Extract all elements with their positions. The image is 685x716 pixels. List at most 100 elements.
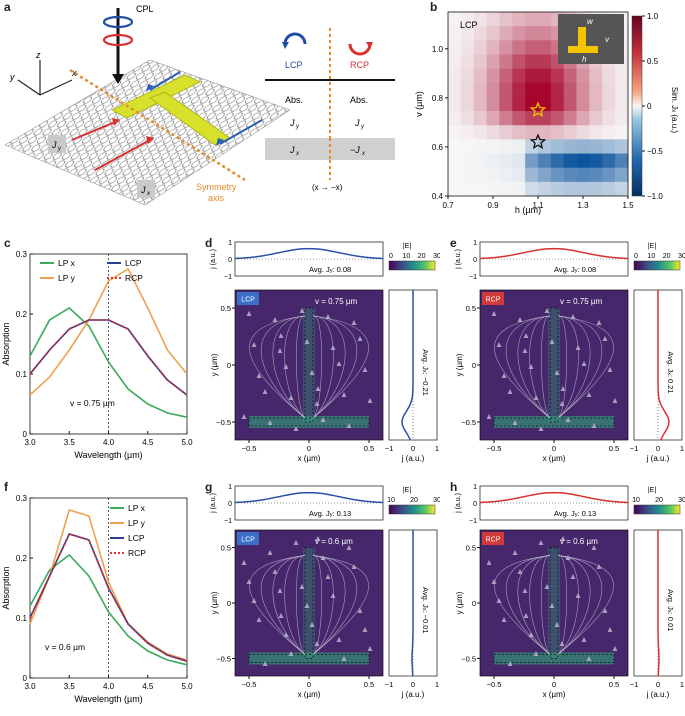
field-arrow-icon (251, 342, 257, 347)
b-xtick: 0.7 (442, 201, 454, 210)
t-vertical-glow (548, 308, 560, 422)
field-ytick: 0.5 (466, 304, 476, 313)
svg-text:x: x (146, 191, 151, 197)
b-ytick: 0.8 (432, 94, 444, 103)
heatmap-cell (473, 153, 487, 168)
field-arrow-icon (272, 569, 278, 574)
heatmap-cell (460, 125, 475, 140)
e-cbar-title: |E| (648, 487, 656, 494)
heatmap-cell (499, 153, 513, 168)
panel-label-a: a (4, 0, 11, 14)
streamline (557, 555, 614, 655)
v-value-text: v = 0.75 µm (315, 297, 358, 306)
field-arrow-icon (357, 608, 363, 613)
field-arrow-icon (256, 617, 262, 622)
table-lcp: LCP (285, 60, 303, 70)
side-xtick: −1 (630, 680, 639, 689)
side-xtick: 0 (656, 444, 660, 453)
side-xtick: 1 (680, 680, 684, 689)
series-line-lp-y (29, 267, 188, 396)
heatmap-cell (512, 82, 526, 98)
heatmap-cell (473, 12, 487, 27)
b-xtick: 1.3 (577, 201, 589, 210)
t-vertical-outline (304, 307, 314, 423)
rcp-rotation-icon (348, 43, 372, 56)
heatmap-cell (576, 125, 590, 140)
heatmap-cell (538, 111, 552, 126)
b-cbar-tick: 0.5 (647, 57, 659, 66)
field-arrow-icon (288, 651, 294, 656)
heatmap-cell (486, 125, 500, 140)
side-xtick: 1 (435, 680, 439, 689)
field-arrow-icon (362, 627, 368, 632)
top-ytick: 0 (228, 501, 232, 508)
panel-label-h: h (450, 480, 458, 494)
heatmap-cell (525, 54, 539, 69)
e-cbar-tick: 20 (410, 497, 418, 504)
heatmap-cell (615, 68, 629, 84)
field-arrow-icon (591, 545, 597, 550)
t-vertical-glow (303, 547, 315, 659)
field-map-bg (480, 290, 628, 440)
top-j-label: j (a.u.) (455, 249, 462, 270)
heatmap-cell (448, 111, 462, 126)
field-y-label: y (µm) (210, 353, 219, 376)
streamline (312, 315, 358, 419)
field-arrow-icon (320, 555, 326, 560)
field-arrow-icon (277, 588, 283, 593)
field-arrow-icon (559, 641, 565, 646)
field-xtick: 0.5 (609, 444, 619, 453)
legend-label: LCP (125, 258, 142, 268)
heatmap-cell (602, 125, 616, 140)
heatmap-cell (602, 153, 616, 168)
top-ytick: −1 (469, 518, 477, 525)
field-arrow-icon (315, 386, 321, 391)
avg-jy-text: Avg. Jy: 0.08 (554, 265, 596, 274)
heatmap-cell (563, 68, 577, 84)
heatmap-cell (563, 153, 577, 168)
panel-c: c 3.0 3.5 4.0 4.5 5.0 0 0.1 0.2 0.3 v = 0.75 µm Wa… (0, 236, 200, 476)
heatmap-cell (512, 12, 526, 27)
svg-text:J: J (289, 118, 295, 128)
field-arrow-icon (246, 311, 252, 316)
svg-text:J: J (289, 145, 295, 155)
field-arrow-icon (612, 646, 618, 651)
field-arrow-icon (528, 364, 534, 369)
streamline (494, 315, 551, 419)
field-arrow-icon (581, 361, 587, 366)
heatmap-cell (512, 26, 526, 41)
heatmap-cell (499, 96, 513, 112)
heatmap-cell (538, 153, 552, 168)
v-value-text: v = 0.75 µm (560, 297, 603, 306)
heatmap-cell (473, 111, 487, 126)
annotation-text: v = 0.6 µm (45, 642, 85, 652)
heatmap-cell (460, 68, 475, 84)
panel-g: g 1 0 −1 j (a.u.) Avg. Jy: 0.13 |E| 10 20 30 LCP v… (205, 480, 441, 711)
heatmap-cell (602, 167, 616, 183)
b-ylabel: v (µm) (414, 91, 424, 117)
legend-label: RCP (125, 273, 143, 283)
symmetry-label: Symmetry (196, 182, 237, 192)
heatmap-cell (563, 82, 577, 98)
field-xtick: 0 (307, 680, 311, 689)
heatmap-cell (512, 181, 526, 197)
side-j-label: j (a.u.) (401, 690, 425, 699)
heatmap-cell (615, 139, 629, 154)
field-map-bg (235, 290, 383, 440)
e-cbar-tick: 10 (402, 253, 410, 260)
side-xtick: 0 (656, 680, 660, 689)
field-arrow-icon (560, 386, 566, 391)
jy-profile-line (234, 491, 384, 504)
field-y-label: y (µm) (210, 591, 219, 614)
heatmap-b: LCP w v h 0.7 0.9 1.1 1.3 1.5 0.4 0.6 0.8 1.0 h … (414, 11, 679, 215)
streamline (505, 315, 551, 419)
heatmap-cell (460, 40, 475, 55)
panel-b: b LCP w v h 0.7 0.9 1.1 1.3 1.5 0.4 0.6 0.8 1.0 … (400, 0, 685, 215)
avg-jx-text: Avg. Jx: −0.21 (421, 349, 430, 396)
heatmap-cell (486, 96, 500, 112)
xtick-label: 4.0 (103, 682, 115, 691)
t-horizontal-outline (493, 417, 615, 427)
heatmap-cell (525, 96, 539, 112)
field-arrow-icon (309, 370, 315, 375)
symmetry-table: LCP RCP Abs. Abs. J y J y J x −J x (x → … (265, 28, 395, 192)
